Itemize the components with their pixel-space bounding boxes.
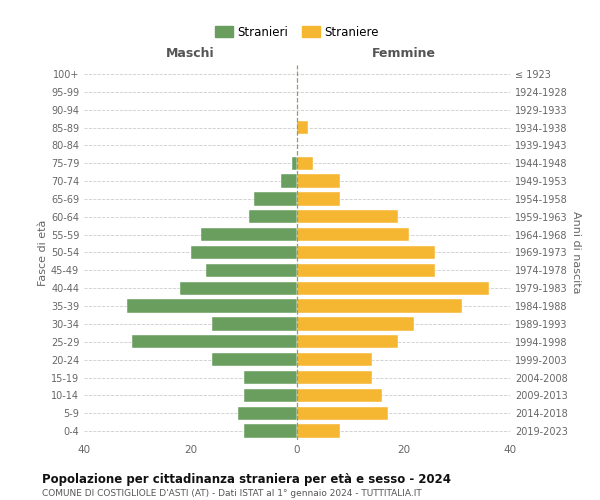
Bar <box>244 424 297 438</box>
Text: Maschi: Maschi <box>166 46 215 60</box>
Bar <box>297 335 398 348</box>
Bar <box>297 424 340 438</box>
Text: COMUNE DI COSTIGLIOLE D'ASTI (AT) - Dati ISTAT al 1° gennaio 2024 - TUTTITALIA.I: COMUNE DI COSTIGLIOLE D'ASTI (AT) - Dati… <box>42 489 422 498</box>
Bar <box>297 192 340 205</box>
Y-axis label: Anni di nascita: Anni di nascita <box>571 211 581 294</box>
Bar <box>180 282 297 295</box>
Bar <box>249 210 297 224</box>
Bar <box>297 210 398 224</box>
Bar <box>297 246 436 259</box>
Bar <box>212 317 297 330</box>
Bar <box>297 388 382 402</box>
Bar <box>297 264 436 277</box>
Bar <box>127 300 297 313</box>
Legend: Stranieri, Straniere: Stranieri, Straniere <box>211 22 383 42</box>
Bar <box>206 264 297 277</box>
Bar <box>238 406 297 420</box>
Y-axis label: Fasce di età: Fasce di età <box>38 220 48 286</box>
Bar <box>297 121 308 134</box>
Bar <box>244 388 297 402</box>
Bar <box>297 353 371 366</box>
Bar <box>132 335 297 348</box>
Bar <box>212 353 297 366</box>
Bar <box>254 192 297 205</box>
Bar <box>244 371 297 384</box>
Bar <box>297 174 340 188</box>
Bar <box>297 300 462 313</box>
Text: Popolazione per cittadinanza straniera per età e sesso - 2024: Popolazione per cittadinanza straniera p… <box>42 472 451 486</box>
Bar <box>281 174 297 188</box>
Bar <box>201 228 297 241</box>
Bar <box>297 156 313 170</box>
Bar <box>297 371 371 384</box>
Bar <box>297 317 414 330</box>
Bar <box>297 228 409 241</box>
Bar <box>191 246 297 259</box>
Bar <box>297 282 489 295</box>
Text: Femmine: Femmine <box>371 46 436 60</box>
Bar <box>297 406 388 420</box>
Bar <box>292 156 297 170</box>
